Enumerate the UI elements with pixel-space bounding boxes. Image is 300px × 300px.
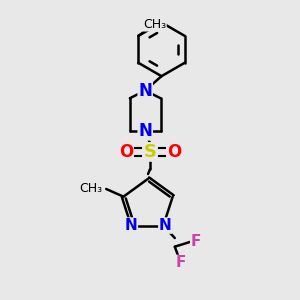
Text: N: N xyxy=(138,122,152,140)
Text: O: O xyxy=(119,143,133,161)
Text: N: N xyxy=(159,218,172,233)
Text: CH₃: CH₃ xyxy=(143,18,166,31)
Text: S: S xyxy=(143,143,157,161)
Text: F: F xyxy=(176,256,186,271)
Text: N: N xyxy=(124,218,137,233)
Text: O: O xyxy=(167,143,181,161)
Text: CH₃: CH₃ xyxy=(79,182,102,194)
Text: F: F xyxy=(191,234,201,249)
Text: N: N xyxy=(138,82,152,100)
